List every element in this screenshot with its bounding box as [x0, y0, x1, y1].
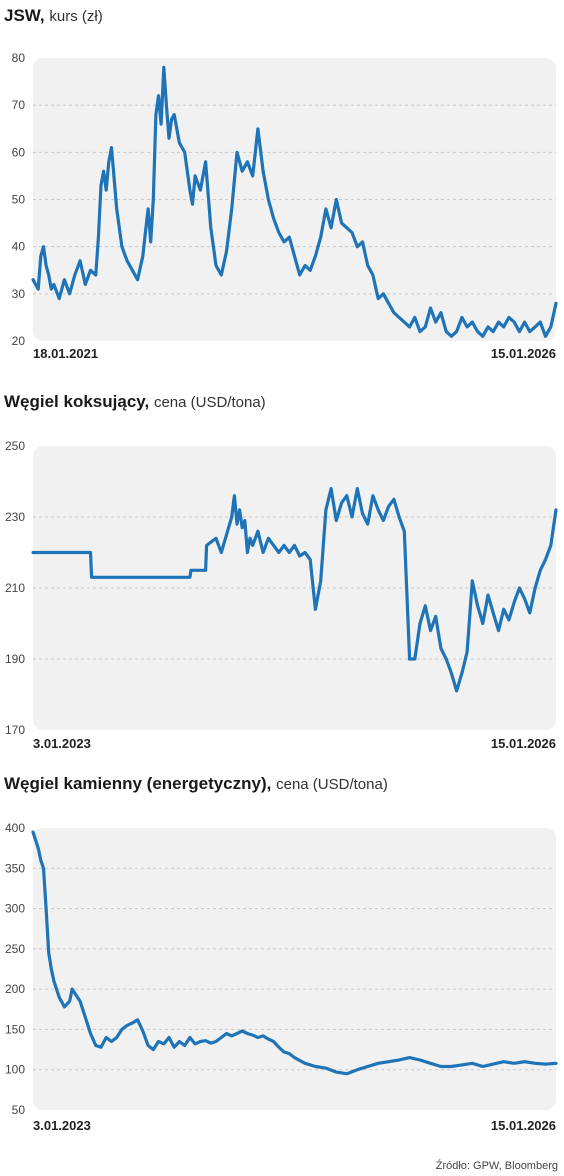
y-tick-label: 50	[12, 1103, 26, 1117]
x-end-label: 15.01.2026	[491, 736, 556, 751]
y-tick-label: 300	[5, 902, 25, 916]
chart1-title-rest: kurs (zł)	[49, 8, 103, 25]
x-end-label: 15.01.2026	[491, 346, 556, 361]
y-tick-label: 70	[12, 98, 26, 112]
y-tick-label: 60	[12, 145, 26, 159]
chart2-title: Węgiel koksujący, cena (USD/tona)	[4, 392, 266, 412]
chart2-title-rest: cena (USD/tona)	[153, 394, 266, 411]
plot-area	[33, 58, 556, 341]
y-tick-label: 210	[5, 581, 25, 595]
chart1-title: JSW, kurs (zł)	[4, 6, 103, 26]
y-tick-label: 250	[5, 439, 25, 453]
y-tick-label: 30	[12, 287, 26, 301]
y-tick-label: 200	[5, 982, 25, 996]
y-tick-label: 80	[12, 51, 26, 65]
y-tick-label: 400	[5, 821, 25, 835]
y-tick-label: 190	[5, 652, 25, 666]
y-tick-label: 230	[5, 510, 25, 524]
y-tick-label: 150	[5, 1022, 25, 1036]
x-start-label: 18.01.2021	[33, 346, 98, 361]
y-tick-label: 40	[12, 240, 26, 254]
y-tick-label: 50	[12, 193, 26, 207]
coking-coal-price-chart: 170 190 210 230 250 3.01.2023 15.01.2026	[5, 439, 558, 751]
series-line	[31, 65, 558, 338]
x-start-label: 3.01.2023	[33, 736, 91, 751]
y-tick-label: 170	[5, 723, 25, 737]
series-line	[31, 830, 558, 1076]
chart3-title-rest: cena (USD/tona)	[276, 776, 388, 793]
jsw-price-chart: 20 30 40 50 60 70 80 18.01.2021 15.01.2026	[12, 51, 558, 361]
source-note: Źródło: GPW, Bloomberg	[435, 1160, 558, 1172]
y-tick-label: 250	[5, 942, 25, 956]
x-start-label: 3.01.2023	[33, 1118, 91, 1133]
x-end-label: 15.01.2026	[491, 1118, 556, 1133]
chart3-title-bold: Węgiel kamienny (energetyczny),	[4, 774, 272, 793]
chart3-title: Węgiel kamienny (energetyczny), cena (US…	[4, 774, 388, 794]
series-line	[31, 487, 558, 693]
chart1-title-bold: JSW,	[4, 6, 45, 25]
y-tick-label: 20	[12, 334, 26, 348]
plot-area	[33, 828, 556, 1110]
chart2-title-bold: Węgiel koksujący,	[4, 392, 150, 411]
y-tick-label: 100	[5, 1063, 25, 1077]
y-tick-label: 350	[5, 861, 25, 875]
thermal-coal-price-chart: 50 100 150 200 250 300 350 400 3.01.2023 15.01.20…	[5, 821, 558, 1133]
